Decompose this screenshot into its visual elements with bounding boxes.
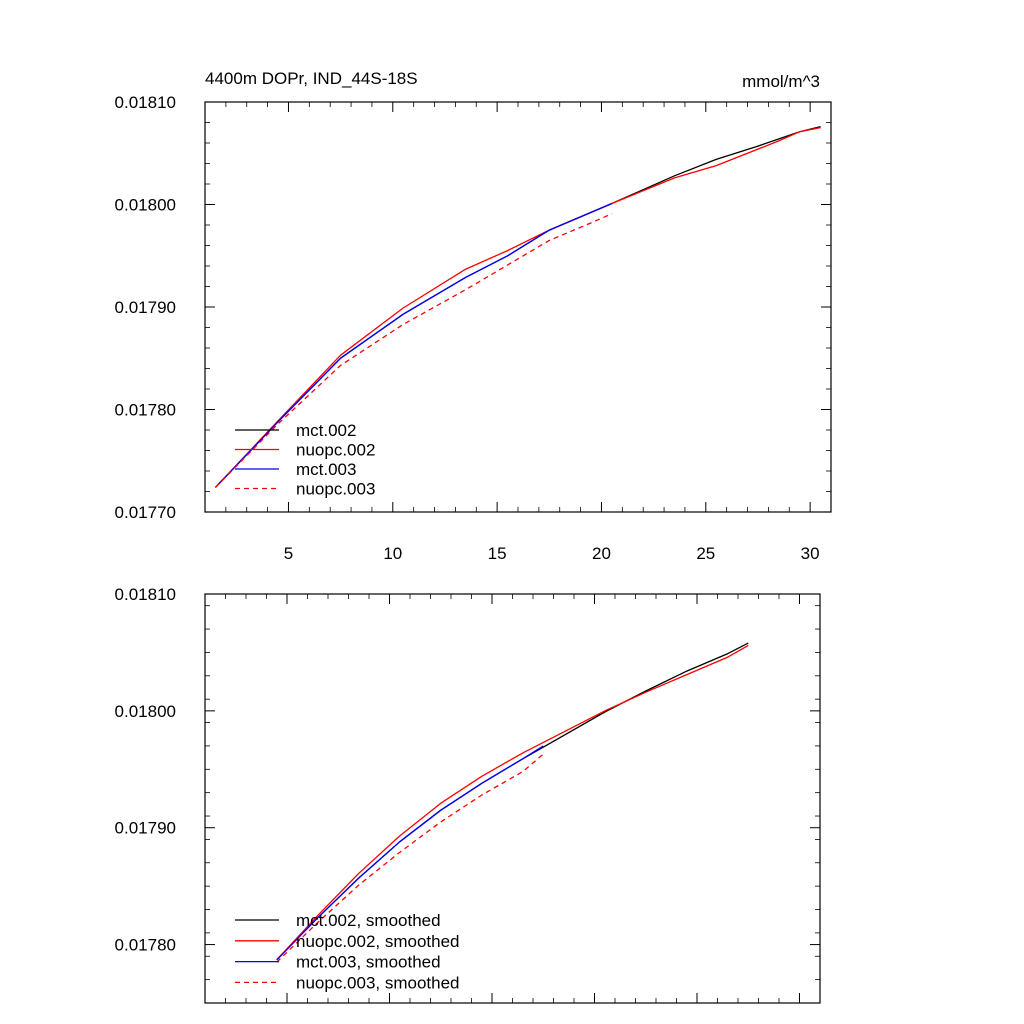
- legend-label: nuopc.002: [296, 441, 375, 460]
- series-line-4: [214, 213, 613, 488]
- x-tick-label: 5: [284, 544, 293, 563]
- panel-1-title: 4400m DOPr, IND_44S-18S: [205, 69, 418, 88]
- series-line-3: [276, 745, 544, 961]
- panel-1-chart: 5 10 15 20 25 30 0.01770 0.01780 0.01790 0.01800 0…: [115, 93, 832, 563]
- series-line-3: [214, 202, 613, 488]
- panel-1-units: mmol/m^3: [742, 72, 820, 91]
- y-tick-label: 0.01780: [115, 401, 176, 420]
- y-tick-label: 0.01810: [115, 93, 176, 112]
- x-tick-label: 20: [592, 544, 611, 563]
- y-tick-label: 0.01800: [115, 196, 176, 215]
- x-tick-label: 10: [383, 544, 402, 563]
- y-tick-label: 0.01810: [115, 585, 176, 604]
- x-tick-label: 30: [801, 544, 820, 563]
- legend-label: mct.002: [296, 421, 356, 440]
- panel-2-chart: 0.01780 0.01790 0.01800 0.01810 mct.002, smo…: [115, 585, 821, 1004]
- series-line-2: [276, 644, 749, 961]
- series-line-4: [276, 753, 544, 963]
- y-tick-label: 0.01790: [115, 298, 176, 317]
- legend-label: mct.002, smoothed: [296, 911, 441, 930]
- legend-label: mct.003, smoothed: [296, 953, 441, 972]
- y-tick-label: 0.01780: [115, 936, 176, 955]
- y-tick-label: 0.01770: [115, 503, 176, 522]
- legend-label: nuopc.003: [296, 480, 375, 499]
- x-tick-label: 15: [488, 544, 507, 563]
- legend-label: nuopc.002, smoothed: [296, 932, 460, 951]
- y-tick-label: 0.01790: [115, 819, 176, 838]
- legend-label: mct.003: [296, 460, 356, 479]
- legend-label: nuopc.003, smoothed: [296, 973, 460, 992]
- y-tick-label: 0.01800: [115, 702, 176, 721]
- x-tick-label: 25: [696, 544, 715, 563]
